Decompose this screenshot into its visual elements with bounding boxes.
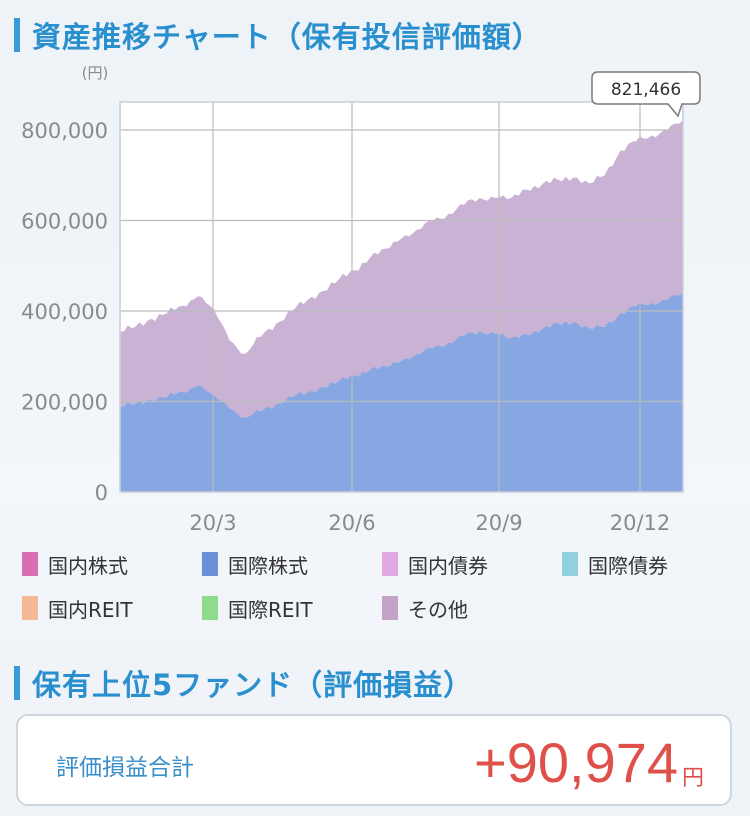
legend-swatch	[22, 552, 38, 576]
total-gain-label: 評価損益合計	[56, 755, 194, 781]
legend-swatch	[562, 552, 578, 576]
legend-item: 国内株式	[22, 552, 202, 578]
asset-chart: 0 200,000 400,000 600,000 800,000 20/3 20/6 20/…	[0, 60, 750, 540]
y-unit-label: (円)	[82, 64, 109, 82]
y-tick-label: 400,000	[21, 300, 108, 324]
chart-legend: 国内株式 国際株式 国内債券 国際債券国内REIT 国際REIT その他	[22, 552, 742, 622]
legend-item: 国内REIT	[22, 596, 202, 622]
area-other	[120, 120, 683, 418]
x-tick-label: 20/12	[610, 511, 671, 535]
y-tick-label: 600,000	[21, 210, 108, 234]
legend-item: その他	[382, 596, 562, 622]
total-gain-unit: 円	[681, 766, 704, 791]
legend-swatch	[202, 596, 218, 620]
legend-swatch	[382, 596, 398, 620]
area-intl-stock	[120, 292, 683, 492]
x-tick-label: 20/6	[328, 511, 375, 535]
legend-label: 国内株式	[48, 553, 128, 578]
top-funds-title-text: 保有上位5ファンド（評価損益）	[32, 668, 474, 702]
legend-label: 国際債券	[588, 553, 668, 578]
legend-swatch	[382, 552, 398, 576]
total-gain-card: 評価損益合計 +90,974 円	[16, 714, 732, 806]
legend-item: 国際株式	[202, 552, 382, 578]
legend-label: その他	[408, 597, 468, 622]
legend-item: 国内債券	[382, 552, 562, 578]
legend-label: 国内債券	[408, 553, 488, 578]
y-tick-label: 200,000	[21, 391, 108, 415]
callout-value: 821,466	[611, 80, 681, 100]
asset-chart-svg: 0 200,000 400,000 600,000 800,000 20/3 20/6 20/…	[21, 64, 701, 535]
legend-label: 国際REIT	[228, 597, 313, 622]
legend-label: 国際株式	[228, 553, 308, 578]
x-tick-label: 20/9	[475, 511, 522, 535]
top-funds-title: 保有上位5ファンド（評価損益）	[14, 662, 473, 704]
callout-bubble	[591, 71, 701, 118]
asset-chart-title: 資産推移チャート（保有投信評価額）	[14, 14, 542, 56]
total-gain-value: +90,974	[474, 731, 678, 794]
asset-chart-title-text: 資産推移チャート（保有投信評価額）	[32, 20, 542, 54]
plot-frame	[119, 101, 684, 493]
y-tick-label: 0	[95, 481, 108, 505]
y-tick-label: 800,000	[21, 119, 108, 143]
legend-label: 国内REIT	[48, 597, 133, 622]
legend-item: 国際REIT	[202, 596, 382, 622]
legend-swatch	[22, 596, 38, 620]
title-accent-bar	[14, 18, 20, 52]
title-accent-bar	[14, 666, 20, 700]
legend-item: 国際債券	[562, 552, 742, 578]
legend-swatch	[202, 552, 218, 576]
x-tick-label: 20/3	[189, 511, 236, 535]
